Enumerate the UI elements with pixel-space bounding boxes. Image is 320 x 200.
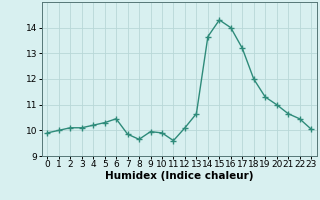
X-axis label: Humidex (Indice chaleur): Humidex (Indice chaleur): [105, 171, 253, 181]
